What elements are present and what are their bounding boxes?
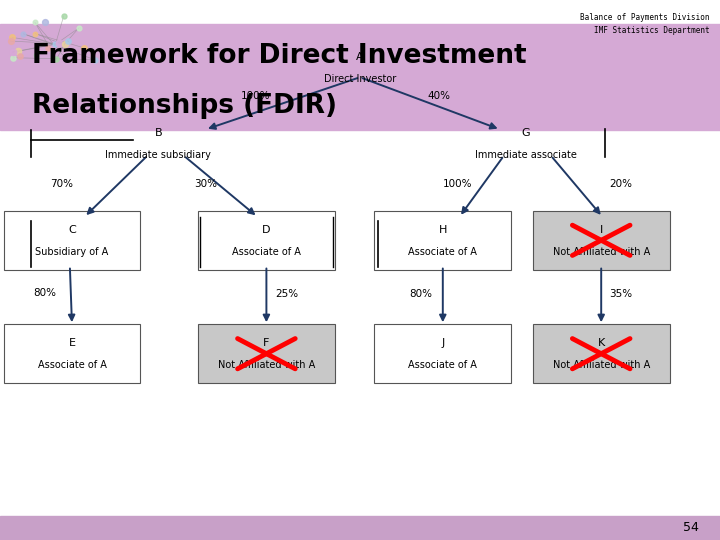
Text: Not Affiliated with A: Not Affiliated with A [552, 247, 650, 257]
Text: 100%: 100% [443, 179, 472, 188]
Point [59, 39, 71, 48]
Bar [198, 211, 335, 270]
Text: 70%: 70% [50, 179, 73, 188]
Text: 25%: 25% [275, 289, 298, 299]
Point [6, 33, 18, 42]
Point [40, 18, 51, 26]
Text: Subsidiary of A: Subsidiary of A [35, 247, 109, 257]
Text: Balance of Payments Division
IMF Statistics Department: Balance of Payments Division IMF Statist… [580, 14, 709, 35]
Text: Not Affiliated with A: Not Affiliated with A [552, 360, 650, 370]
Text: 20%: 20% [609, 179, 632, 188]
Bar [374, 324, 511, 383]
Text: Associate of A: Associate of A [232, 247, 301, 257]
Text: E: E [68, 338, 76, 348]
Text: A: A [356, 52, 364, 62]
Bar [0, 516, 720, 540]
Point [58, 12, 69, 21]
Text: H: H [438, 225, 447, 235]
Point [30, 18, 41, 27]
Point [78, 44, 90, 52]
Bar [533, 324, 670, 383]
Point [63, 37, 74, 46]
Point [5, 37, 17, 45]
Text: B: B [155, 127, 162, 138]
Point [89, 56, 101, 64]
Text: K: K [598, 338, 605, 348]
Point [50, 40, 61, 49]
Point [18, 30, 30, 38]
Text: C: C [68, 225, 76, 235]
Text: 54: 54 [683, 521, 698, 535]
Point [6, 48, 18, 56]
Text: D: D [262, 225, 271, 235]
Text: Relationships (FDIR): Relationships (FDIR) [32, 93, 338, 119]
Text: Direct Investor: Direct Investor [324, 74, 396, 84]
Bar [374, 211, 511, 270]
Text: Associate of A: Associate of A [37, 360, 107, 370]
Point [50, 55, 62, 63]
Text: Not Affiliated with A: Not Affiliated with A [217, 360, 315, 370]
Point [42, 43, 54, 52]
Bar [198, 324, 335, 383]
Bar [4, 324, 140, 383]
Point [60, 54, 71, 63]
Point [30, 29, 41, 38]
Text: Associate of A: Associate of A [408, 247, 477, 257]
Bar [4, 211, 140, 270]
Bar [0, 24, 720, 130]
Point [12, 47, 24, 56]
Text: 30%: 30% [194, 179, 217, 188]
Point [8, 53, 19, 62]
Text: J: J [441, 338, 444, 348]
Text: Immediate subsidiary: Immediate subsidiary [105, 150, 212, 160]
Text: G: G [521, 127, 530, 138]
Text: 100%: 100% [241, 91, 270, 101]
Text: F: F [264, 338, 269, 348]
Text: I: I [600, 225, 603, 235]
Text: 80%: 80% [410, 289, 433, 299]
Text: Framework for Direct Investment: Framework for Direct Investment [32, 43, 527, 69]
Point [14, 52, 26, 60]
Text: Associate of A: Associate of A [408, 360, 477, 370]
Text: Immediate associate: Immediate associate [474, 150, 577, 160]
Text: 80%: 80% [33, 288, 56, 298]
Point [53, 38, 65, 47]
Text: 35%: 35% [609, 289, 632, 299]
Point [73, 24, 84, 32]
Bar [533, 211, 670, 270]
Text: 40%: 40% [428, 91, 451, 101]
Point [30, 50, 42, 59]
